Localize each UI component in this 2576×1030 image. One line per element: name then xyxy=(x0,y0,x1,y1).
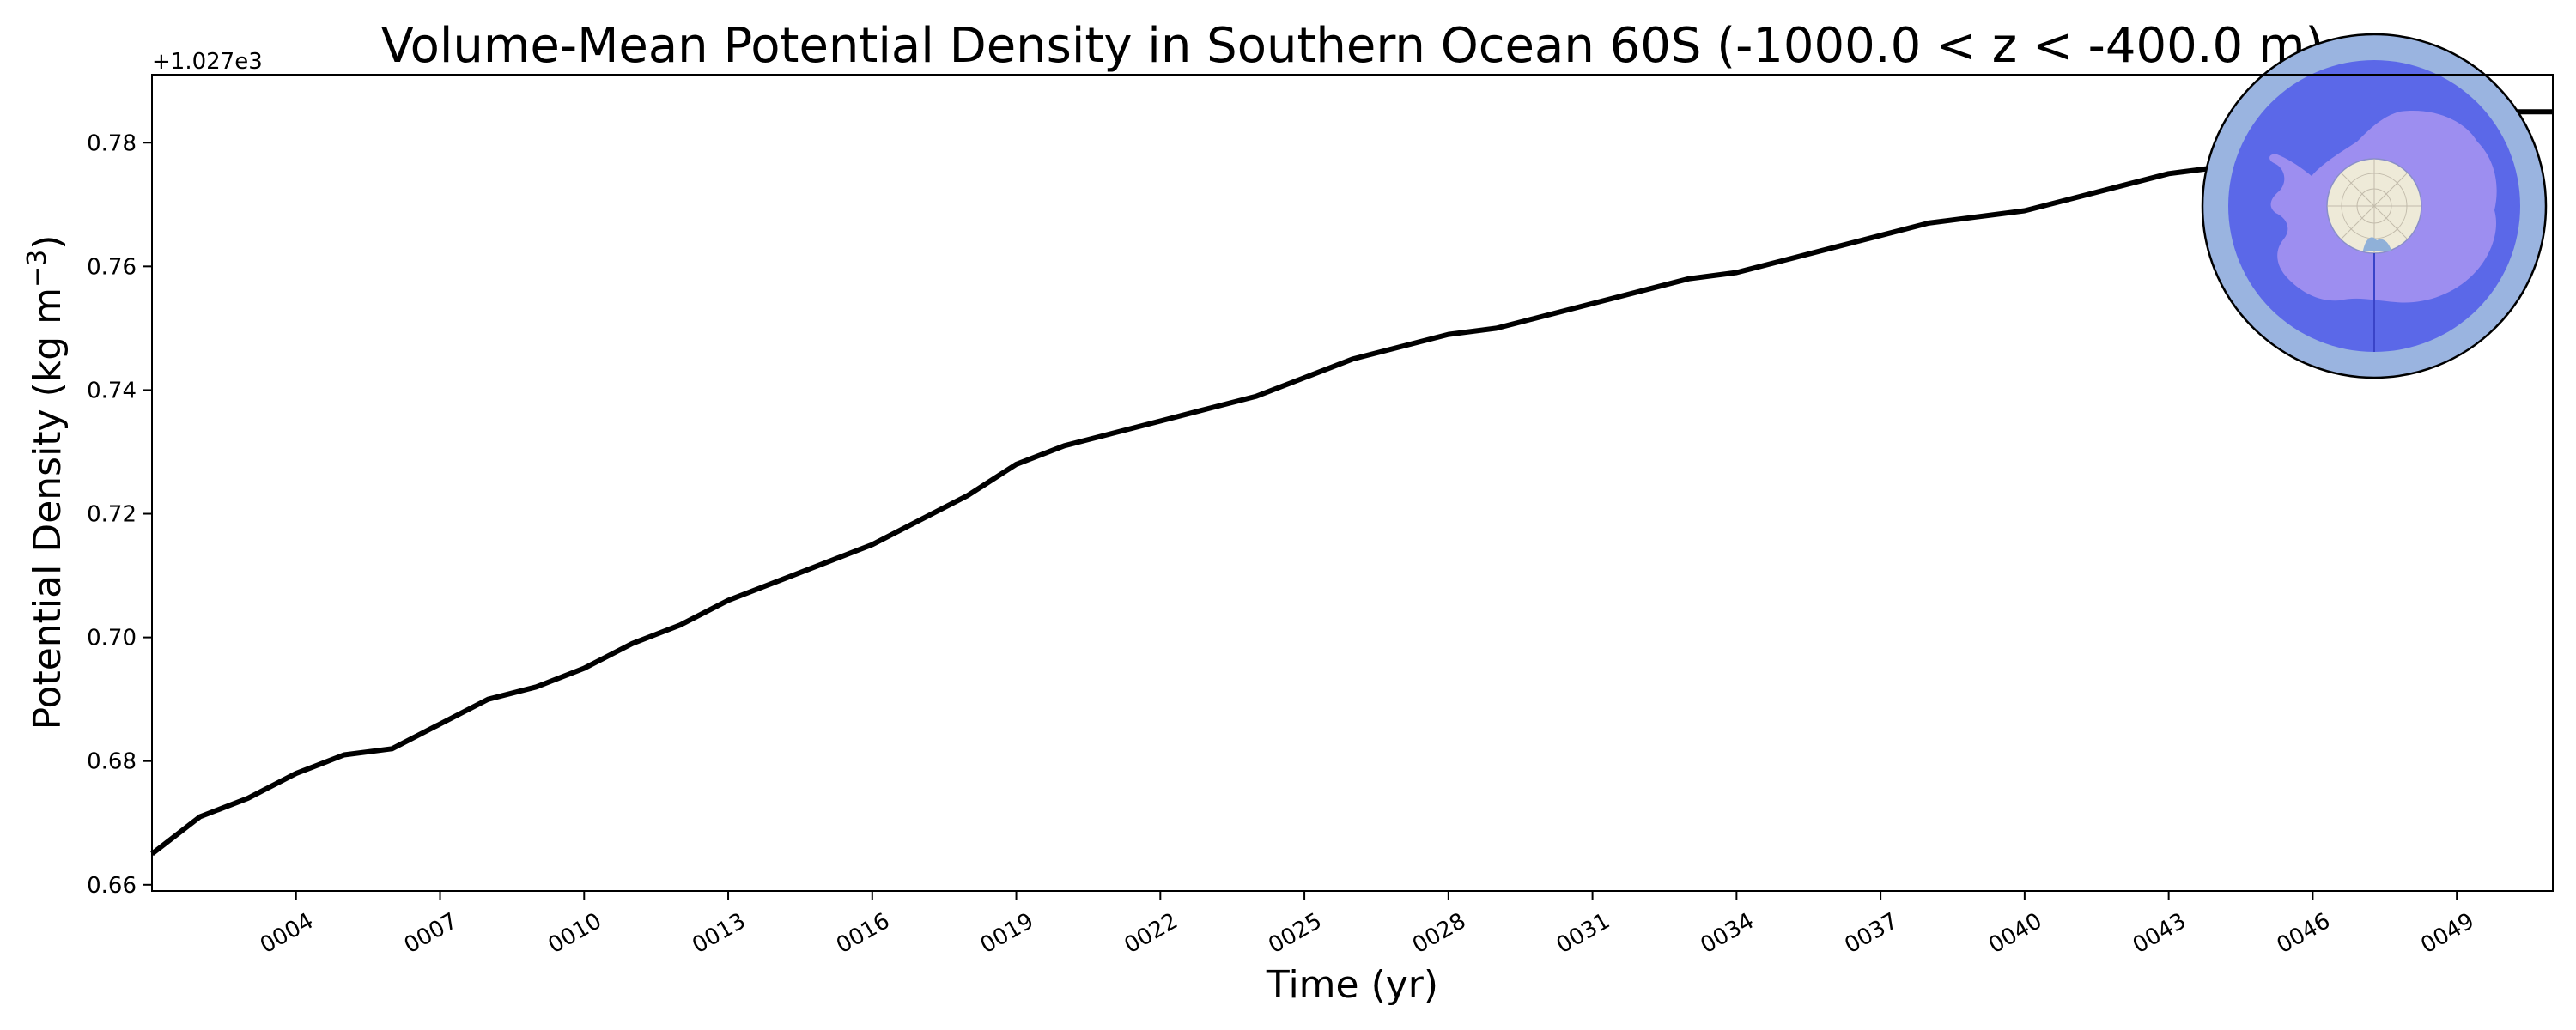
x-tick-label: 0022 xyxy=(1121,908,1182,959)
x-tick-label: 0049 xyxy=(2416,908,2478,959)
x-tick-label: 0043 xyxy=(2129,908,2190,959)
x-tick-label: 0034 xyxy=(1697,908,1759,959)
y-tick-label: 0.66 xyxy=(87,873,137,899)
y-tick-label: 0.74 xyxy=(87,378,137,403)
inset-graticule xyxy=(2327,159,2421,253)
x-tick-label: 0031 xyxy=(1552,908,1614,959)
y-tick-label: 0.72 xyxy=(87,502,137,528)
x-tick-label: 0046 xyxy=(2273,908,2335,959)
south-polar-map-inset xyxy=(2201,33,2548,379)
plot-area-frame xyxy=(151,74,2554,892)
inset-ice-shelf xyxy=(2363,237,2391,251)
chart-title: Volume-Mean Potential Density in Souther… xyxy=(381,18,2324,74)
y-axis-label-superscript: −3 xyxy=(22,250,52,288)
x-tick-label: 0025 xyxy=(1264,908,1326,959)
series-layer xyxy=(150,109,2553,857)
y-tick-label: 0.70 xyxy=(87,626,137,651)
x-tick-label: 0007 xyxy=(400,908,462,959)
x-tick-label: 0013 xyxy=(688,908,750,959)
x-tick-label: 0040 xyxy=(1984,908,2046,959)
x-axis-label: Time (yr) xyxy=(1266,963,1438,1007)
x-tick-label: 0010 xyxy=(544,908,605,959)
series-line xyxy=(150,109,2553,857)
y-tick-label: 0.76 xyxy=(87,254,137,280)
x-tick-label: 0019 xyxy=(976,908,1038,959)
y-axis-label-main: Potential Density (kg m xyxy=(26,288,70,730)
y-axis-label-suffix: ) xyxy=(26,235,70,250)
y-offset-label: +1.027e3 xyxy=(152,49,263,75)
x-tick-label: 0004 xyxy=(256,908,318,959)
x-tick-label: 0016 xyxy=(832,908,894,959)
y-tick-label: 0.78 xyxy=(87,130,137,156)
x-tick-label: 0037 xyxy=(1840,908,1902,959)
x-axis-ticks: 0004 0007 0010 0013 0016 0019 0022 0025 0028 0031… xyxy=(256,891,2479,959)
y-axis-ticks: 0.66 0.68 0.70 0.72 0.74 0.76 0.78 xyxy=(87,130,152,899)
x-tick-label: 0028 xyxy=(1408,908,1470,959)
y-tick-label: 0.68 xyxy=(87,749,137,775)
y-axis-label: Potential Density (kg m−3) xyxy=(22,235,70,730)
